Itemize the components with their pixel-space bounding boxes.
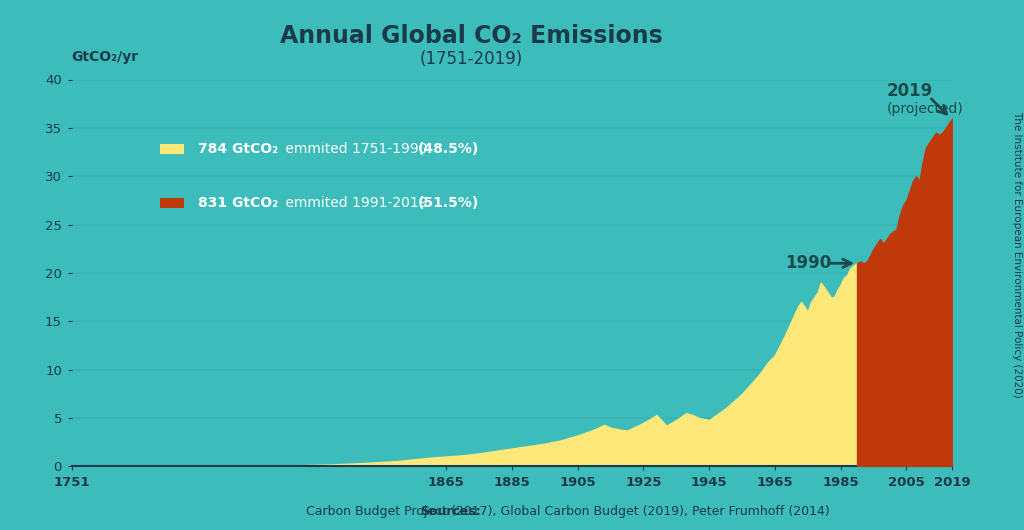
Text: 784 GtCO₂: 784 GtCO₂ xyxy=(198,142,278,156)
Text: Annual Global CO₂ Emissions: Annual Global CO₂ Emissions xyxy=(280,24,663,48)
FancyBboxPatch shape xyxy=(160,144,184,154)
Text: Carbon Budget Project (2017), Global Carbon Budget (2019), Peter Frumhoff (2014): Carbon Budget Project (2017), Global Car… xyxy=(306,505,830,518)
Text: (51.5%): (51.5%) xyxy=(418,196,479,210)
Text: (1751-2019): (1751-2019) xyxy=(420,50,522,68)
Text: emmited 1991-2019: emmited 1991-2019 xyxy=(282,196,432,210)
Text: The Institute for European Environmental Policy (2020): The Institute for European Environmental… xyxy=(1012,111,1022,398)
Text: GtCO₂/yr: GtCO₂/yr xyxy=(71,50,138,64)
Text: 1990: 1990 xyxy=(784,254,831,272)
Text: 2019: 2019 xyxy=(887,82,933,100)
Text: (48.5%): (48.5%) xyxy=(418,142,479,156)
Text: emmited 1751-1990: emmited 1751-1990 xyxy=(282,142,432,156)
FancyBboxPatch shape xyxy=(160,198,184,208)
Text: 831 GtCO₂: 831 GtCO₂ xyxy=(198,196,278,210)
Text: Sources:: Sources: xyxy=(420,505,481,518)
Text: (projected): (projected) xyxy=(887,102,964,116)
